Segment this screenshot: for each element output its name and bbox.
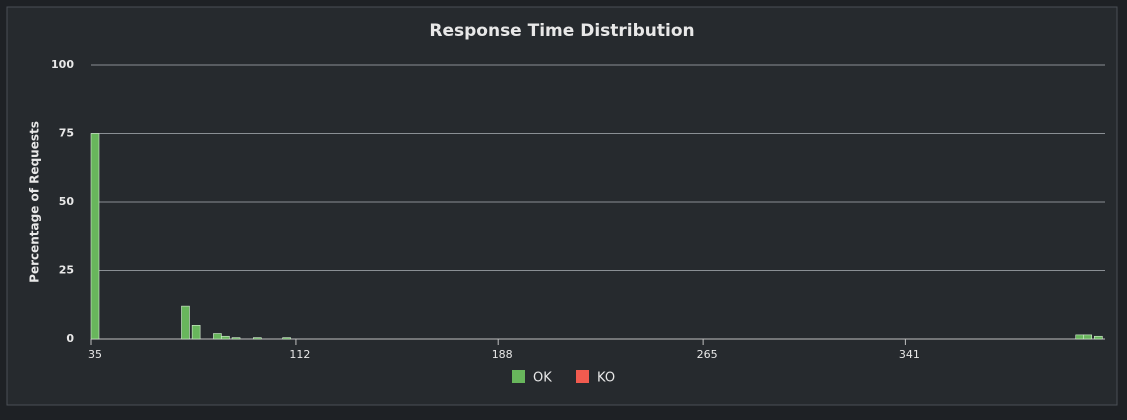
x-tick-label: 265 xyxy=(697,348,718,361)
y-tick-label: 50 xyxy=(59,195,75,208)
bar xyxy=(253,337,262,340)
chart-title: Response Time Distribution xyxy=(429,21,694,41)
y-tick-label: 100 xyxy=(51,58,74,71)
legend-swatch xyxy=(576,370,589,383)
legend-label: OK xyxy=(533,371,552,386)
legend-label: KO xyxy=(597,371,615,386)
bar xyxy=(213,333,222,340)
y-tick-label: 25 xyxy=(59,264,74,277)
bar xyxy=(231,337,241,340)
bar xyxy=(90,133,100,340)
y-tick-label: 75 xyxy=(59,127,74,140)
legend-swatch xyxy=(512,370,525,383)
bar xyxy=(1083,334,1093,340)
x-tick-label: 112 xyxy=(289,348,310,361)
bar xyxy=(181,305,190,340)
x-tick-label: 35 xyxy=(88,348,102,361)
bar xyxy=(221,335,230,340)
y-tick-label: 0 xyxy=(66,332,74,345)
y-axis-label: Percentage of Requests xyxy=(28,121,42,283)
bar xyxy=(1094,335,1103,340)
x-tick-label: 341 xyxy=(899,348,920,361)
panel xyxy=(6,6,1118,406)
bar xyxy=(1075,334,1085,340)
bar xyxy=(191,324,201,340)
x-tick-label: 188 xyxy=(492,348,513,361)
bar xyxy=(282,337,291,340)
